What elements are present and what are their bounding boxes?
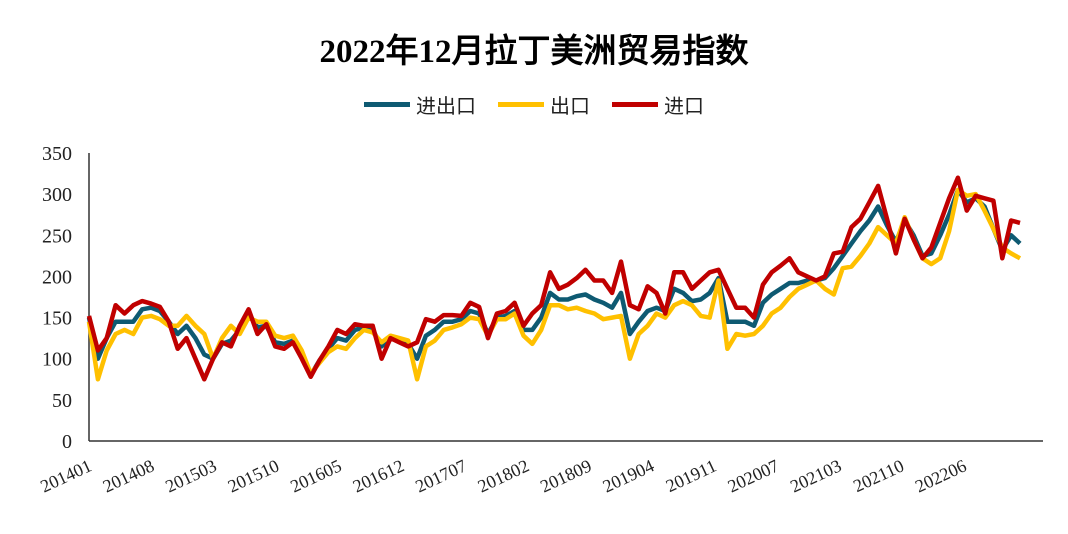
x-tick-label: 201605 (287, 455, 344, 496)
y-tick-label: 100 (42, 349, 72, 371)
legend-label-export: 出口 (550, 96, 590, 118)
x-tick-label: 201408 (100, 455, 157, 496)
x-tick-label: 201904 (600, 455, 657, 496)
chart-title: 2022年12月拉丁美洲贸易指数 (319, 34, 749, 70)
x-tick-label: 202110 (850, 455, 907, 496)
legend-label-total: 进出口 (416, 96, 476, 118)
legend-item-export: 出口 (498, 90, 590, 119)
x-tick-label: 201503 (162, 455, 219, 496)
y-tick-label: 350 (42, 143, 72, 165)
y-tick-label: 250 (42, 225, 72, 247)
y-tick-label: 300 (42, 184, 72, 206)
x-tick-label: 202206 (912, 455, 969, 496)
legend: 进出口 出口 进口 (0, 90, 1068, 119)
legend-swatch-total (364, 102, 410, 107)
x-tick-label: 201707 (412, 455, 469, 496)
x-tick-label: 201911 (663, 455, 720, 496)
legend-swatch-export (498, 102, 544, 107)
x-tick-label: 201401 (37, 455, 94, 496)
y-tick-label: 150 (42, 308, 72, 330)
series-line-2 (86, 175, 1021, 382)
x-tick-label: 201612 (350, 455, 407, 496)
legend-swatch-import (612, 102, 658, 107)
legend-item-total: 进出口 (364, 90, 476, 119)
y-tick-label: 0 (62, 431, 72, 453)
legend-label-import: 进口 (664, 96, 704, 118)
y-tick-label: 50 (52, 390, 72, 412)
series-line-1 (86, 187, 1022, 382)
x-tick-label: 201510 (225, 455, 282, 496)
x-tick-label: 202103 (787, 455, 844, 496)
x-tick-label: 201802 (475, 455, 532, 496)
x-tick-label: 201809 (537, 455, 594, 496)
x-tick-label: 202007 (725, 455, 782, 496)
y-tick-label: 200 (42, 266, 72, 288)
legend-item-import: 进口 (612, 90, 704, 119)
